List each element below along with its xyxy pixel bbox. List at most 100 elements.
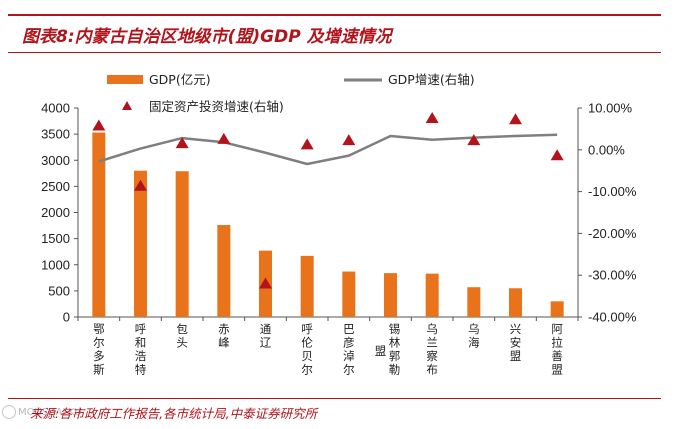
gdp-bar: [467, 287, 481, 317]
investment-growth-marker: [300, 138, 314, 150]
source-rule: [8, 398, 661, 399]
investment-growth-marker: [217, 132, 231, 144]
category-label-char: 尔: [301, 363, 313, 377]
gdp-bar: [342, 271, 356, 317]
title-underline: [8, 52, 661, 53]
left-tick-label: 3000: [41, 153, 70, 168]
legend-line-label: GDP增速(右轴): [388, 72, 475, 87]
axes: 0 500 1000 1500 2000 2500 3000 3500 4000 -40.00% -…: [41, 101, 637, 325]
investment-growth-marker: [509, 113, 522, 125]
category-label-char: 浩: [135, 349, 147, 363]
category-label-char: 盟: [551, 363, 563, 377]
category-label: 鄂尔多斯: [93, 322, 105, 377]
category-label: 呼和浩特: [135, 322, 147, 377]
category-label-char: 辽: [260, 336, 272, 350]
right-tick-label: 10.00%: [588, 101, 633, 116]
left-tick-label: 3500: [41, 127, 70, 142]
category-label: 阿拉善盟: [551, 322, 563, 377]
gdp-bar: [300, 255, 314, 317]
investment-growth-marker: [467, 134, 481, 146]
left-tick-label: 1500: [41, 231, 70, 246]
left-tick-label: 2500: [41, 179, 70, 194]
left-tick-label: 2000: [41, 205, 70, 220]
investment-growth-marker: [134, 179, 147, 191]
category-label-char: 包: [176, 322, 188, 336]
category-label: 赤峰: [218, 322, 230, 350]
category-label-char: 彦: [343, 336, 355, 350]
category-label: 乌兰察布: [426, 322, 438, 377]
investment-growth-marker: [425, 112, 439, 124]
category-label-char: 锡: [389, 322, 401, 336]
category-label-char: 尔: [343, 363, 355, 377]
left-tick-label: 0: [63, 310, 70, 325]
gdp-growth-line: [98, 133, 558, 166]
category-label-char: 盟: [510, 349, 522, 363]
left-tick-label: 500: [48, 283, 70, 298]
category-label-char: 尔: [93, 336, 105, 350]
legend-bar-label: GDP(亿元): [149, 72, 211, 87]
scatter-series: [92, 112, 564, 289]
bar-series: [92, 132, 564, 317]
category-label-char: 阿: [551, 322, 563, 336]
source-note: 来源:各市政府工作报告,各市统计局,中泰证券研究所: [30, 406, 318, 421]
legend-scatter-swatch: [122, 101, 132, 110]
category-label-char: 赤: [218, 322, 230, 336]
right-tick-label: -10.00%: [588, 184, 637, 199]
watermark-badge: [2, 405, 16, 419]
category-label-char: 呼: [135, 322, 147, 336]
category-label-char: 善: [551, 349, 563, 363]
gdp-bar: [509, 288, 522, 317]
left-tick-label: 4000: [41, 101, 70, 116]
investment-growth-marker: [259, 277, 272, 289]
category-label-char: 安: [510, 336, 522, 350]
category-label-char: 和: [135, 336, 147, 350]
category-label: 巴彦淖尔: [343, 322, 355, 377]
investment-growth-marker: [92, 119, 106, 131]
chart-title: 图表8:内蒙古自治区地级市(盟)GDP 及增速情况: [22, 27, 392, 47]
legend: GDP(亿元) GDP增速(右轴) 固定资产投资增速(右轴): [107, 72, 475, 114]
investment-growth-marker: [175, 137, 189, 149]
right-tick-label: -40.00%: [588, 310, 637, 325]
category-label-char: 斯: [93, 363, 105, 377]
category-label-char: 勒: [389, 363, 401, 377]
category-label: 包头: [176, 322, 188, 350]
category-label: 呼伦贝尔: [301, 322, 313, 377]
category-label-char: 鄂: [93, 322, 105, 336]
category-label-char: 特: [135, 363, 147, 377]
gdp-bar: [384, 273, 397, 317]
line-series: [98, 133, 558, 166]
category-label: 乌海: [468, 322, 480, 350]
category-label-char: 多: [93, 349, 105, 363]
gdp-bar: [134, 170, 147, 317]
legend-scatter-label: 固定资产投资增速(右轴): [149, 99, 284, 114]
watermark: MOUSHALKU: [18, 407, 82, 418]
category-label-char: 林: [389, 336, 401, 350]
investment-growth-marker: [342, 134, 356, 146]
category-label-char: 通: [260, 322, 272, 336]
legend-bar-swatch: [107, 75, 143, 84]
category-label-char: 呼: [301, 322, 313, 336]
category-label-char: 兴: [510, 322, 522, 336]
gdp-bar: [425, 273, 439, 317]
category-label-char: 头: [176, 336, 188, 350]
category-label-char: 乌: [426, 322, 438, 336]
category-label-char: 布: [426, 363, 438, 377]
category-label-char: 郭: [389, 349, 401, 363]
title-top-rule: [8, 14, 661, 16]
category-label: 锡林郭勒盟: [375, 322, 401, 377]
category-label-char: 伦: [301, 336, 313, 350]
category-label: 兴安盟: [510, 322, 522, 363]
category-label-char: 乌: [468, 322, 480, 336]
gdp-bar: [217, 225, 231, 317]
category-label-char: 峰: [218, 336, 230, 350]
right-tick-label: 0.00%: [588, 142, 625, 157]
category-label-char: 巴: [343, 322, 355, 336]
gdp-bar: [550, 301, 564, 317]
gdp-bar: [92, 132, 106, 317]
category-label-char: 海: [468, 336, 480, 350]
category-label-char: 兰: [426, 336, 438, 350]
right-tick-label: -30.00%: [588, 268, 637, 283]
category-label: 通辽: [260, 322, 272, 350]
